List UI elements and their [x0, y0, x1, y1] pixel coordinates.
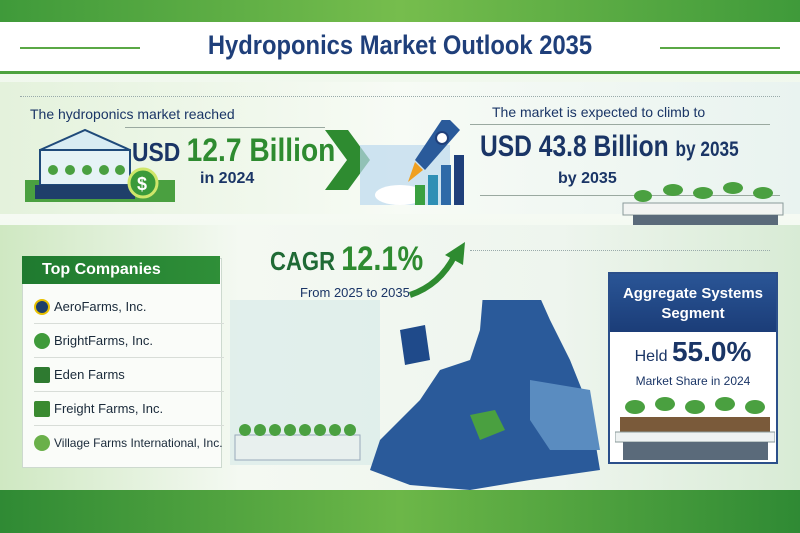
segment-share: Held 55.0% [610, 336, 776, 368]
forecast-suffix: by 2035 [675, 138, 739, 161]
company-name: BrightFarms, Inc. [54, 333, 153, 348]
europe-map [230, 300, 600, 490]
eden-logo-icon [34, 366, 50, 383]
divider [660, 47, 780, 49]
company-item: Freight Farms, Inc. [34, 392, 224, 426]
company-item: BrightFarms, Inc. [34, 324, 224, 358]
cagr-label: CAGR [270, 246, 336, 276]
sprout-icon [34, 435, 50, 451]
divider [480, 195, 780, 196]
company-name: Village Farms International, Inc. [54, 436, 223, 450]
segment-heading: Aggregate Systems Segment [610, 274, 776, 332]
top-companies-panel [22, 258, 222, 468]
cagr-value: CAGR 12.1% [270, 240, 423, 279]
currency-label: USD [132, 137, 181, 167]
forecast-lead-text: The market is expected to climb to [492, 104, 706, 120]
divider [20, 47, 140, 49]
segment-subtitle: Segment [661, 305, 725, 322]
rocket-growth-icon [325, 120, 464, 205]
divider [470, 124, 770, 125]
divider [20, 96, 780, 97]
top-companies-heading: Top Companies [22, 256, 220, 284]
forecast-year: by 2035 [558, 170, 617, 187]
cagr-percent: 12.1% [341, 240, 424, 278]
company-item: Village Farms International, Inc. [34, 426, 224, 460]
footer-band [0, 490, 800, 533]
company-name: Freight Farms, Inc. [54, 401, 164, 416]
forecast-value: 43.8 Billion [538, 130, 669, 163]
currency-label: USD [480, 130, 532, 163]
svg-text:$: $ [137, 174, 147, 194]
container-icon [34, 400, 50, 417]
company-name: Eden Farms [54, 367, 125, 382]
top-band [0, 0, 800, 22]
divider [125, 127, 325, 128]
hydroponic-tray-icon [615, 397, 775, 460]
company-item: AeroFarms, Inc. [34, 290, 224, 324]
held-label: Held [634, 348, 668, 365]
segment-caption: Market Share in 2024 [635, 374, 751, 388]
current-year: in 2024 [200, 170, 255, 187]
leaf-icon [34, 332, 50, 349]
segment-percent: 55.0% [671, 336, 752, 367]
current-value: 12.7 Billion [186, 132, 336, 168]
growth-arrow-icon [408, 242, 465, 298]
company-item: Eden Farms [34, 358, 224, 392]
greenhouse-icon: $ [25, 128, 175, 202]
current-market-value: USD 12.7 Billion [132, 132, 335, 169]
forecast-market-value: USD 43.8 Billion by 2035 [480, 130, 739, 164]
company-name: AeroFarms, Inc. [54, 299, 147, 314]
page-title: Hydroponics Market Outlook 2035 [207, 30, 593, 60]
cagr-period: From 2025 to 2035 [300, 285, 410, 300]
current-lead-text: The hydroponics market reached [30, 106, 235, 122]
aerofarms-logo-icon [34, 298, 50, 315]
divider [470, 250, 770, 251]
segment-title: Aggregate Systems [622, 285, 764, 302]
